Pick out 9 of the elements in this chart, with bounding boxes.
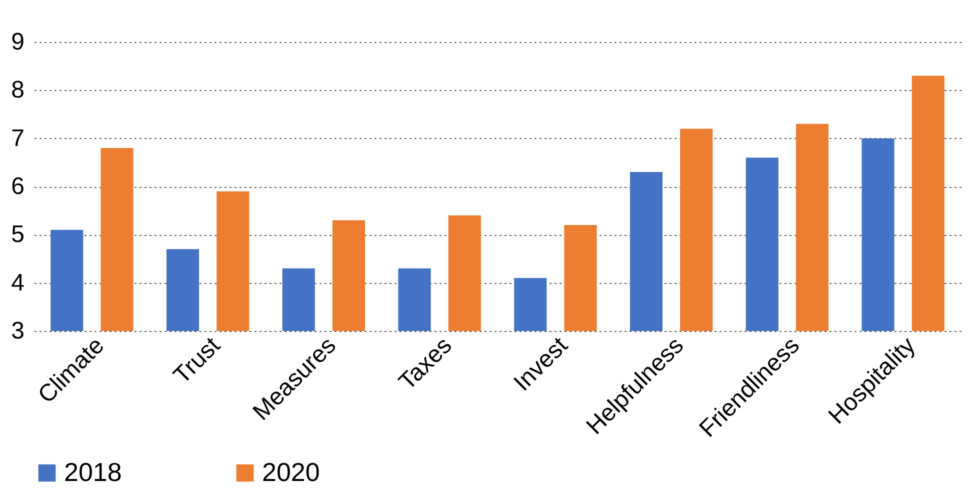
- y-tick-label: 7: [11, 124, 24, 152]
- y-tick-label: 4: [11, 269, 24, 296]
- y-tick-label: 5: [11, 221, 24, 248]
- legend-label: 2020: [262, 457, 320, 487]
- legend-label: 2018: [64, 457, 122, 487]
- y-tick-label: 9: [11, 28, 24, 56]
- y-tick-label: 3: [11, 318, 24, 344]
- y-tick-label: 6: [11, 173, 24, 200]
- y-tick-label: 8: [11, 76, 24, 104]
